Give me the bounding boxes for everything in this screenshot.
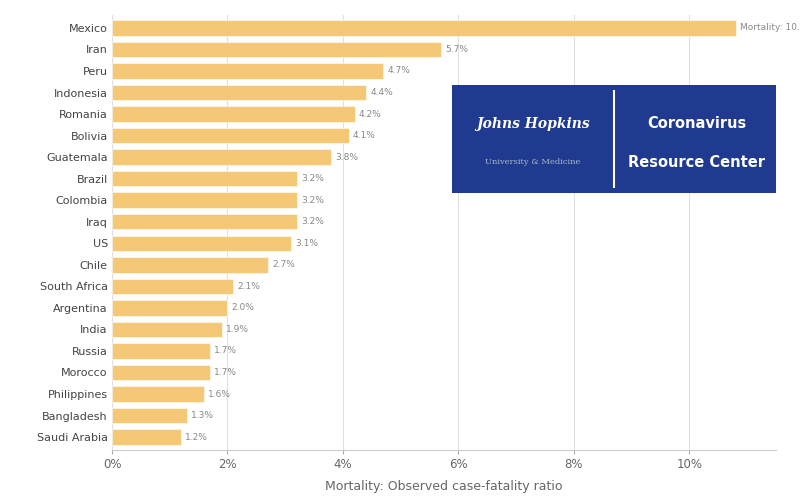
Text: 3.2%: 3.2%	[301, 174, 324, 183]
Text: 1.9%: 1.9%	[226, 325, 249, 334]
Bar	[112, 63, 383, 78]
Text: Mortality: 10.8%: Mortality: 10.8%	[740, 24, 800, 32]
Text: 1.7%: 1.7%	[214, 368, 237, 377]
Text: 1.3%: 1.3%	[191, 411, 214, 420]
Text: 3.1%: 3.1%	[295, 239, 318, 248]
Text: 2.7%: 2.7%	[272, 260, 295, 270]
Bar	[112, 236, 291, 251]
Bar	[112, 85, 366, 100]
Text: 2.0%: 2.0%	[231, 304, 254, 312]
Text: 3.8%: 3.8%	[335, 152, 358, 162]
Text: 4.4%: 4.4%	[370, 88, 393, 97]
Bar	[112, 343, 210, 358]
Bar	[112, 171, 297, 186]
Bar	[112, 20, 735, 36]
Text: 4.1%: 4.1%	[353, 131, 376, 140]
Bar	[112, 192, 297, 208]
Text: 4.2%: 4.2%	[358, 110, 382, 118]
Text: 3.2%: 3.2%	[301, 217, 324, 226]
Bar	[112, 150, 331, 165]
Text: 1.7%: 1.7%	[214, 346, 237, 356]
Bar	[112, 386, 204, 402]
Bar	[112, 257, 268, 272]
Bar	[112, 408, 187, 424]
Text: University & Medicine: University & Medicine	[486, 158, 581, 166]
Text: 1.2%: 1.2%	[186, 432, 208, 442]
Bar	[112, 214, 297, 230]
Text: Resource Center: Resource Center	[628, 155, 765, 170]
Text: 2.1%: 2.1%	[238, 282, 260, 291]
Bar	[112, 364, 210, 380]
Text: Coronavirus: Coronavirus	[647, 116, 746, 131]
Text: 3.2%: 3.2%	[301, 196, 324, 204]
Text: Johns Hopkins: Johns Hopkins	[476, 116, 590, 130]
Text: 1.6%: 1.6%	[209, 390, 231, 398]
Bar	[112, 128, 349, 144]
Bar	[112, 278, 234, 294]
X-axis label: Mortality: Observed case-fatality ratio: Mortality: Observed case-fatality ratio	[326, 480, 562, 492]
Bar	[112, 106, 354, 122]
Bar	[112, 42, 441, 57]
Text: 4.7%: 4.7%	[387, 66, 410, 76]
Bar	[112, 300, 227, 316]
Bar	[112, 322, 222, 337]
Text: 5.7%: 5.7%	[445, 45, 468, 54]
Bar	[112, 430, 182, 445]
